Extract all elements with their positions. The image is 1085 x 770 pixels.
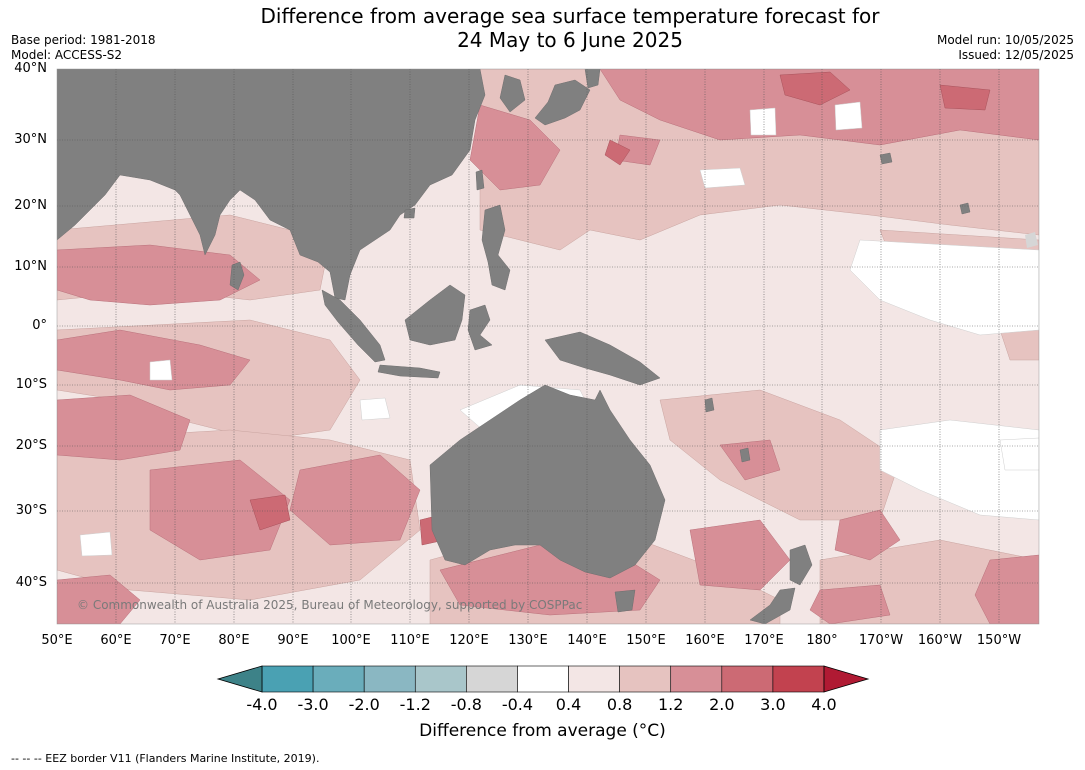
colorbar-segment — [619, 665, 672, 693]
anomaly-1p2-2p0 — [57, 69, 1039, 624]
lon-label-170w: 170°W — [858, 633, 904, 648]
model-name: Model: ACCESS-S2 — [11, 48, 123, 62]
lon-label-150w: 150°W — [976, 633, 1022, 648]
colorbar-segment — [670, 665, 723, 693]
lon-label-130e: 130°E — [508, 633, 548, 648]
colorbar-segment — [363, 665, 416, 693]
colorbar-tick-label: 0.8 — [606, 695, 633, 714]
map-title: Difference from average sea surface temp… — [230, 4, 910, 52]
colorbar-tick-label: 0.4 — [555, 695, 582, 714]
lat-label-10n: 10°N — [14, 259, 47, 274]
model-run: Model run: 10/05/2025 — [936, 33, 1074, 47]
lon-label-70e: 70°E — [159, 633, 191, 648]
lon-label-120e: 120°E — [449, 633, 489, 648]
colorbar-low-arrow — [216, 665, 263, 693]
colorbar-segment — [721, 665, 774, 693]
colorbar-label: Difference from average (°C) — [419, 721, 666, 741]
lon-label-60e: 60°E — [100, 633, 132, 648]
colorbar-segment — [568, 665, 620, 693]
colorbar-segments — [261, 665, 825, 693]
base-period: Base period: 1981-2018 — [11, 33, 156, 47]
lat-label-40n: 40°N — [14, 61, 47, 76]
lon-label-110e: 110°E — [390, 633, 430, 648]
colorbar-segment — [261, 665, 314, 693]
hawaii-island — [1025, 232, 1038, 248]
colorbar-segment — [466, 665, 518, 693]
lat-label-10s: 10°S — [15, 377, 47, 392]
colorbar-tick-label: -0.8 — [450, 695, 482, 714]
lon-label-140e: 140°E — [567, 633, 607, 648]
lon-label-170e: 170°E — [744, 633, 784, 648]
colorbar-tick-label: 3.0 — [760, 695, 786, 714]
lon-label-50e: 50°E — [41, 633, 73, 648]
lon-label-160w: 160°W — [917, 633, 963, 648]
title-line-2: 24 May to 6 June 2025 — [457, 28, 683, 52]
lon-label-150e: 150°E — [626, 633, 666, 648]
title-line-1: Difference from average sea surface temp… — [260, 4, 880, 28]
colorbar-high-arrow — [823, 665, 870, 693]
issued-date: Issued: 12/05/2025 — [958, 48, 1074, 62]
colorbar-segment — [414, 665, 467, 693]
lon-label-100e: 100°E — [331, 633, 371, 648]
lon-label-90e: 90°E — [277, 633, 309, 648]
lat-label-30s: 30°S — [15, 503, 47, 518]
eez-footnote: -- -- -- EEZ border V11 (Flanders Marine… — [11, 752, 320, 765]
colorbar-tick-label: -2.0 — [348, 695, 380, 714]
meta-left: Base period: 1981-2018 Model: ACCESS-S2 — [11, 33, 156, 63]
colorbar-tick-label: -3.0 — [297, 695, 329, 714]
sst-anomaly-map — [56, 68, 1040, 625]
lat-label-20s: 20°S — [15, 438, 47, 453]
colorbar-tick-label: -0.4 — [501, 695, 534, 714]
colorbar — [216, 665, 870, 693]
lat-label-20n: 20°N — [14, 198, 47, 213]
graticule — [57, 69, 1039, 624]
colorbar-tick-label: -4.0 — [246, 695, 278, 714]
colorbar-tick-label: 2.0 — [709, 695, 735, 714]
colorbar-segment — [312, 665, 365, 693]
map-frame — [56, 68, 1040, 625]
colorbar-segment — [517, 665, 569, 693]
lon-label-160e: 160°E — [685, 633, 725, 648]
colorbar-tick-label: -1.2 — [399, 695, 431, 714]
colorbar-segment — [772, 665, 825, 693]
lon-label-80e: 80°E — [218, 633, 250, 648]
meta-right: Model run: 10/05/2025 Issued: 12/05/2025 — [937, 33, 1074, 63]
lat-label-40s: 40°S — [15, 575, 47, 590]
colorbar-tick-label: 1.2 — [657, 695, 684, 714]
colorbar-tick-label: 4.0 — [811, 695, 837, 714]
lon-label-180: 180° — [806, 633, 838, 648]
map-panel — [0, 60, 1085, 634]
lat-label-30n: 30°N — [14, 132, 47, 147]
lat-label-0: 0° — [32, 318, 47, 333]
copyright-notice: © Commonwealth of Australia 2025, Bureau… — [77, 598, 583, 612]
land-masses — [57, 69, 971, 624]
